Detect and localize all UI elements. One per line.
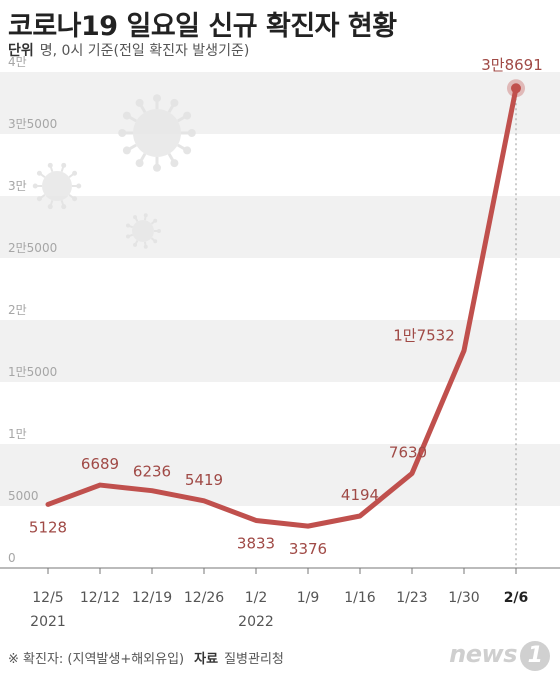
virus-body — [133, 109, 181, 157]
x-tick-label: 2/6 — [504, 590, 529, 606]
virus-spike-tip — [47, 162, 53, 168]
data-label: 3376 — [289, 540, 327, 558]
x-axis: 12/5 12/12 12/19 12/26 1/2 1/9 1/16 1/23 1/30 2/6… — [0, 567, 560, 630]
virus-spike-tip — [72, 170, 78, 176]
x-tick-label: 12/5 — [32, 590, 63, 606]
x-year-label: 2021 — [30, 614, 66, 630]
virus-icon — [118, 94, 196, 172]
x-tick-label: 12/12 — [80, 590, 120, 606]
y-tick-label: 1만5000 — [8, 365, 57, 379]
virus-spike-tip — [187, 129, 196, 137]
data-label: 3833 — [237, 534, 275, 552]
grid-bands — [0, 72, 560, 506]
data-labels: 5128 6689 6236 5419 3833 3376 4194 7630 1만7532 3만… — [29, 56, 543, 558]
virus-spike-tip — [135, 98, 144, 107]
virus-spike-tip — [61, 204, 67, 210]
unit-text: 명, 0시 기준(전일 확진자 발생기준) — [39, 43, 250, 59]
x-tick-label: 1/30 — [448, 590, 479, 606]
grid-band — [0, 196, 560, 258]
data-label: 7630 — [389, 443, 427, 461]
y-tick-label: 2만 — [8, 303, 27, 317]
data-label: 6689 — [81, 455, 119, 473]
y-tick-label: 0 — [8, 551, 16, 565]
data-point — [511, 83, 521, 94]
y-tick-label: 3만 — [8, 179, 27, 193]
virus-spike-tip — [47, 204, 53, 210]
footer-note: ※ 확진자: (지역발생+해외유입) 자료 질병관리청 — [8, 648, 284, 667]
series-line — [45, 85, 519, 529]
y-tick-label: 3만5000 — [8, 117, 57, 131]
y-tick-label: 1만 — [8, 427, 27, 441]
x-tick-label: 1/16 — [344, 590, 376, 606]
virus-spike-tip — [76, 183, 82, 189]
virus-spike-tip — [118, 129, 127, 137]
virus-spike-tip — [156, 229, 161, 233]
virus-spike-tip — [135, 159, 144, 168]
source-label: 자료 — [194, 652, 219, 667]
virus-spike-tip — [183, 111, 192, 120]
series-line-group — [45, 79, 525, 529]
data-label: 4194 — [341, 486, 379, 504]
x-tick-label: 12/26 — [184, 590, 224, 606]
virus-spike-tip — [143, 213, 148, 218]
virus-body — [42, 171, 72, 201]
x-tick-label: 1/23 — [396, 590, 427, 606]
grid-band — [0, 320, 560, 382]
virus-spike-tip — [36, 196, 42, 202]
line-chart: 0 5000 1만 1만5000 2만 2만5000 3만 3만5000 4만 5128 6689… — [0, 55, 560, 630]
virus-spike-tip — [133, 215, 138, 220]
data-label: 3만8691 — [481, 56, 543, 74]
virus-spike-tip — [126, 234, 131, 239]
logo-text: news — [449, 640, 517, 668]
virus-spike-tip — [183, 146, 192, 155]
x-year-label: 2022 — [238, 614, 274, 630]
y-tick-label: 4만 — [8, 55, 27, 69]
data-label: 5128 — [29, 518, 67, 536]
virus-spike-tip — [170, 98, 179, 107]
x-tick-label: 1/2 — [245, 590, 268, 606]
virus-spike-tip — [133, 242, 138, 247]
virus-spike-tip — [126, 223, 131, 228]
source-text: 질병관리청 — [224, 652, 284, 667]
virus-spike-tip — [170, 159, 179, 168]
virus-spike-tip — [153, 239, 158, 244]
grid-band — [0, 444, 560, 506]
data-label: 5419 — [185, 471, 223, 489]
virus-body — [132, 220, 154, 242]
y-axis-ticks: 0 5000 1만 1만5000 2만 2만5000 3만 3만5000 4만 — [8, 55, 57, 565]
x-tick-label: 12/19 — [132, 590, 172, 606]
virus-spike-tip — [122, 146, 131, 155]
virus-spike-tip — [72, 196, 78, 202]
footer-definition: ※ 확진자: (지역발생+해외유입) — [8, 652, 185, 667]
news1-logo: news 1 — [449, 640, 550, 671]
y-tick-label: 2만5000 — [8, 241, 57, 255]
virus-spike-tip — [153, 218, 158, 223]
grid-band — [0, 72, 560, 134]
chart-title: 코로나19 일요일 신규 확진자 현황 — [8, 11, 397, 42]
virus-spike-tip — [32, 183, 38, 189]
x-tick-label: 1/9 — [297, 590, 320, 606]
y-tick-label: 5000 — [8, 489, 39, 503]
virus-icon — [32, 162, 82, 210]
virus-spike-tip — [61, 162, 67, 168]
logo-mark: 1 — [520, 641, 550, 671]
virus-spike-tip — [153, 94, 161, 103]
virus-decorations — [32, 94, 196, 249]
virus-spike-tip — [122, 111, 131, 120]
virus-icon — [126, 213, 161, 249]
virus-spike-tip — [36, 170, 42, 176]
data-label: 6236 — [133, 463, 171, 481]
unit-note: 단위 명, 0시 기준(전일 확진자 발생기준) — [8, 40, 249, 60]
unit-label: 단위 — [8, 43, 34, 59]
data-label: 1만7532 — [393, 327, 455, 345]
virus-spike-tip — [143, 244, 148, 249]
virus-spike-tip — [153, 163, 161, 172]
